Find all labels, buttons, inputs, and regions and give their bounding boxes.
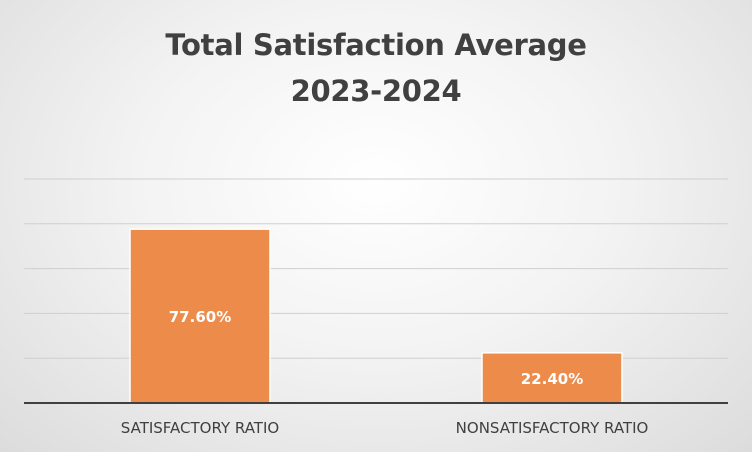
category-label-1: SATISFACTORY RATIO [121, 419, 279, 437]
data-label-2: 22.40% [521, 370, 583, 388]
chart-title: Total Satisfaction Average 2023-2024 [0, 22, 752, 114]
bar-2 [481, 352, 623, 404]
category-label-2: NONSATISFACTORY RATIO [456, 419, 649, 437]
data-label-1: 77.60% [169, 308, 231, 326]
bar-1 [129, 228, 271, 404]
chart-title-line1: Total Satisfaction Average [165, 28, 587, 62]
chart-title-line2: 2023-2024 [290, 74, 462, 108]
